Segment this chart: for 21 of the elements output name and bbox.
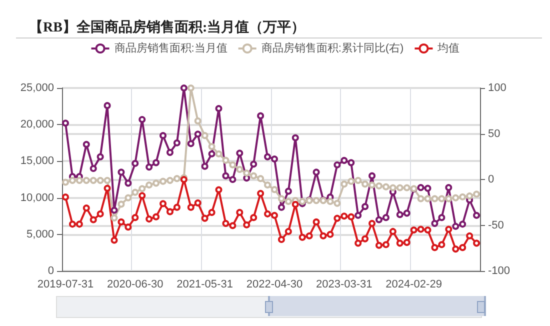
- y-tick-label: 25,000: [20, 82, 54, 94]
- x-tick-label: 2024-02-29: [386, 278, 442, 290]
- y2-tick-label: 100: [488, 82, 506, 94]
- legend-label: 商品房销售面积:当月值: [114, 42, 228, 54]
- x-tick-label: 2023-03-31: [316, 278, 372, 290]
- chart-title: 【RB】全国商品房销售面积:当月值（万平）: [29, 18, 306, 36]
- x-tick-label: 2021-05-31: [176, 278, 233, 290]
- y-tick-label: 0: [48, 265, 54, 277]
- y-tick-label: 5,000: [26, 228, 54, 240]
- y2-tick-label: -100: [488, 265, 510, 277]
- x-tick-label: 2019-07-31: [37, 278, 94, 290]
- legend-label: 均值: [436, 42, 460, 54]
- y2-tick-label: 50: [488, 128, 500, 140]
- legend-label: 商品房销售面积:累计同比(右): [261, 42, 404, 54]
- x-tick-label: 2020-06-30: [107, 278, 164, 290]
- y-tick-label: 15,000: [20, 155, 54, 168]
- y2-tick-label: 0: [488, 174, 494, 186]
- x-tick-label: 2022-04-30: [246, 278, 303, 290]
- y-tick-label: 20,000: [20, 118, 54, 131]
- y2-tick-label: -50: [488, 219, 504, 232]
- y-tick-label: 10,000: [20, 192, 54, 204]
